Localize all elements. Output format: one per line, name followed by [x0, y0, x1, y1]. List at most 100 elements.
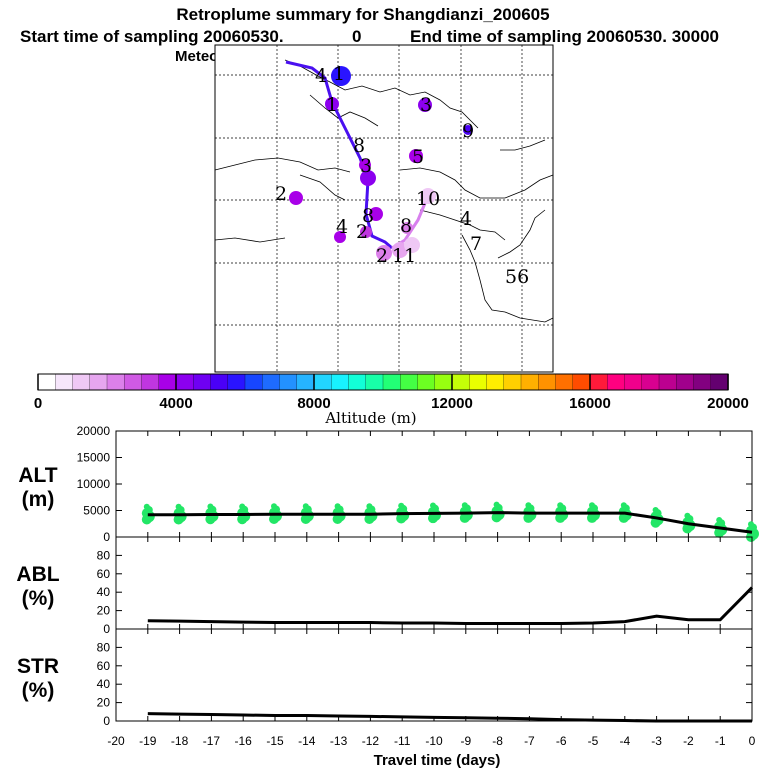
colorbar-cell — [572, 373, 591, 391]
x-tick-label: -3 — [651, 734, 662, 748]
trajectory-point — [409, 149, 423, 163]
colorbar-cell — [193, 373, 212, 391]
colorbar-cell — [37, 373, 56, 391]
y-axis-unit-alt: (m) — [22, 488, 55, 511]
alt-point — [620, 502, 627, 509]
x-tick-label: -6 — [556, 734, 567, 748]
panel-frame — [115, 628, 753, 722]
colorbar-cell — [676, 373, 695, 391]
colorbar-label: Altitude (m) — [324, 409, 416, 427]
colorbar-cell — [538, 373, 557, 391]
y-axis-label-abl: ABL — [16, 563, 59, 586]
y-tick-label: 20 — [97, 696, 111, 710]
colorbar-cell — [89, 373, 108, 391]
colorbar-tick-label: 12000 — [431, 395, 473, 412]
x-tick-label: -15 — [266, 734, 284, 748]
alt-mean-line — [147, 511, 753, 534]
colorbar-cell — [693, 373, 712, 391]
colorbar-cell — [141, 373, 160, 391]
map-grid — [215, 45, 553, 372]
trajectory-point — [404, 237, 420, 253]
time-series-panels: 05000100001500020000ALT(m)020406080ABL(%… — [16, 424, 759, 748]
y-tick-label: 5000 — [83, 504, 110, 518]
map-label: 9 — [462, 120, 474, 142]
x-tick-label: 0 — [749, 734, 756, 748]
trajectory-point — [420, 188, 436, 204]
x-tick-label: -11 — [394, 734, 411, 748]
colorbar-tick-label: 0 — [34, 395, 42, 412]
x-tick-label: -4 — [619, 734, 630, 748]
alt-point — [207, 503, 214, 510]
map-label: 3 — [420, 94, 432, 116]
y-axis-unit-abl: (%) — [22, 587, 55, 610]
map-label: 2 — [376, 245, 388, 267]
trajectory-point — [359, 159, 371, 171]
map-label: 4 — [315, 65, 327, 87]
x-tick-label: -5 — [588, 734, 599, 748]
x-tick-label: -13 — [330, 734, 348, 748]
colorbar-cells — [37, 373, 729, 391]
colorbar-cell — [55, 373, 74, 391]
alt-point — [589, 502, 595, 509]
colorbar: 0 4000 8000 12000 16000 20000 Altitude (m) — [34, 373, 749, 427]
map-label: 4 — [336, 216, 348, 238]
x-tick-label: -10 — [425, 734, 443, 748]
y-axis-label-alt: ALT — [18, 464, 57, 487]
trajectory-point — [418, 98, 432, 112]
y-tick-label: 60 — [97, 567, 111, 581]
colorbar-tick-label: 4000 — [159, 395, 192, 412]
alt-point — [652, 506, 659, 513]
map-label: 11 — [392, 245, 416, 267]
y-tick-label: 0 — [103, 714, 110, 728]
y-axis-label-str: STR — [17, 655, 59, 678]
colorbar-cell — [400, 373, 419, 391]
map-label: 10 — [416, 188, 440, 210]
colorbar-cell — [469, 373, 488, 391]
panel-alt: 0 5000 10000 15000 20000 ALT(m) — [18, 424, 759, 544]
trajectory-point — [360, 170, 376, 186]
alt-point — [143, 503, 150, 510]
start-time-value: 0 — [352, 27, 361, 46]
y-tick-label: 0 — [103, 530, 110, 544]
map-label: 8 — [353, 135, 365, 157]
y-tick-label: 10000 — [77, 477, 111, 491]
trajectory-point — [463, 125, 473, 135]
colorbar-cell — [279, 373, 298, 391]
colorbar-cell — [658, 373, 677, 391]
start-time-label: Start time of sampling 20060530. — [20, 27, 284, 46]
colorbar-cell — [382, 373, 401, 391]
alt-point — [334, 503, 341, 510]
colorbar-cell — [348, 373, 367, 391]
map-label: 8 — [362, 205, 374, 227]
x-tick-label: -8 — [492, 734, 503, 748]
y-tick-label: 0 — [103, 622, 110, 636]
y-tick-label: 40 — [97, 585, 111, 599]
colorbar-tick-label: 20000 — [707, 395, 749, 412]
colorbar-cell — [158, 373, 177, 391]
colorbar-cell — [710, 373, 729, 391]
y-tick-label: 80 — [97, 640, 111, 654]
map-label: 1 — [326, 94, 338, 116]
colorbar-cell — [417, 373, 436, 391]
alt-point — [302, 503, 309, 510]
colorbar-cell — [434, 373, 453, 391]
y-tick-label: 60 — [97, 659, 111, 673]
colorbar-cell — [607, 373, 626, 391]
colorbar-cell — [365, 373, 384, 391]
trajectory-path-main — [285, 60, 393, 250]
colorbar-cell — [641, 373, 660, 391]
colorbar-cell — [262, 373, 281, 391]
alt-point — [366, 503, 373, 510]
colorbar-cell — [210, 373, 229, 391]
y-tick-label: 15000 — [77, 451, 111, 465]
x-tick-label: -9 — [460, 734, 471, 748]
map-label: 5 — [412, 146, 424, 168]
trajectory-point — [334, 231, 346, 243]
str-line — [147, 712, 752, 723]
y-tick-label: 80 — [97, 548, 111, 562]
colorbar-cell — [451, 373, 470, 391]
